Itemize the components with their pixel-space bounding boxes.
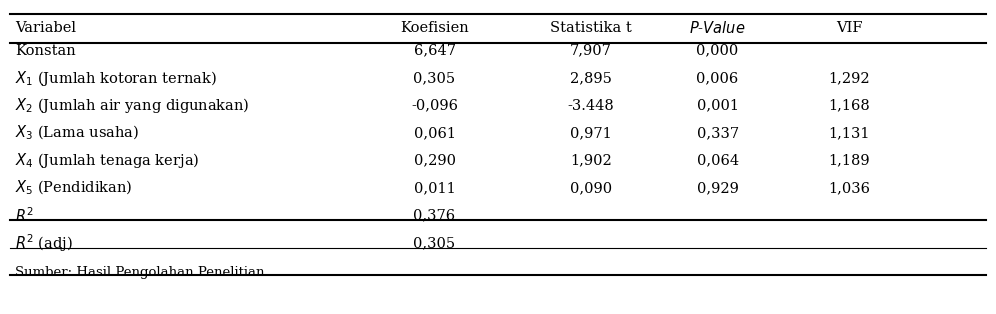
Text: $X_4$ (Jumlah tenaga kerja): $X_4$ (Jumlah tenaga kerja) [15, 151, 199, 170]
Text: 2,895: 2,895 [570, 71, 612, 85]
Text: Statistika t: Statistika t [550, 21, 631, 35]
Text: $R^2$: $R^2$ [15, 206, 34, 225]
Text: $X_3$ (Lama usaha): $X_3$ (Lama usaha) [15, 124, 138, 142]
Text: 1,292: 1,292 [829, 71, 871, 85]
Text: -0,096: -0,096 [411, 99, 458, 112]
Text: VIF: VIF [836, 21, 863, 35]
Text: 0,305: 0,305 [413, 236, 455, 250]
Text: 0,006: 0,006 [696, 71, 739, 85]
Text: 0,376: 0,376 [413, 208, 455, 222]
Text: 1,131: 1,131 [829, 126, 871, 140]
Text: 6,647: 6,647 [413, 44, 455, 57]
Text: Variabel: Variabel [15, 21, 76, 35]
Text: 0,971: 0,971 [570, 126, 612, 140]
Text: $X_1$ (Jumlah kotoran ternak): $X_1$ (Jumlah kotoran ternak) [15, 68, 217, 88]
Text: 0,000: 0,000 [696, 44, 739, 57]
Text: 0,061: 0,061 [413, 126, 455, 140]
Text: 0,305: 0,305 [413, 71, 455, 85]
Text: $P$-$\mathit{Value}$: $P$-$\mathit{Value}$ [689, 20, 746, 36]
Text: $X_5$ (Pendidikan): $X_5$ (Pendidikan) [15, 179, 132, 197]
Text: 0,929: 0,929 [696, 181, 739, 195]
Text: 1,189: 1,189 [829, 154, 871, 167]
Text: 0,090: 0,090 [570, 181, 612, 195]
Text: Koefisien: Koefisien [400, 21, 469, 35]
Text: 1,902: 1,902 [570, 154, 612, 167]
Text: 0,064: 0,064 [696, 154, 739, 167]
Text: $R^2$ (adj): $R^2$ (adj) [15, 232, 73, 254]
Text: $X_2$ (Jumlah air yang digunakan): $X_2$ (Jumlah air yang digunakan) [15, 96, 249, 115]
Text: 7,907: 7,907 [570, 44, 612, 57]
Text: 1,036: 1,036 [829, 181, 871, 195]
Text: 0,337: 0,337 [696, 126, 739, 140]
Text: Sumber: Hasil Pengolahan Penelitian: Sumber: Hasil Pengolahan Penelitian [15, 266, 264, 279]
Text: 0,001: 0,001 [696, 99, 739, 112]
Text: -3.448: -3.448 [568, 99, 615, 112]
Text: 0,011: 0,011 [413, 181, 455, 195]
Text: Konstan: Konstan [15, 44, 76, 57]
Text: 1,168: 1,168 [829, 99, 871, 112]
Text: 0,290: 0,290 [413, 154, 455, 167]
